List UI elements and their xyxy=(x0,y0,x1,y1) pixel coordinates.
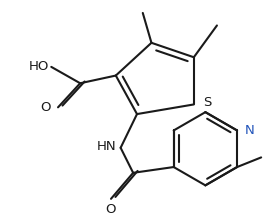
Text: HO: HO xyxy=(29,60,49,73)
Text: N: N xyxy=(245,124,255,137)
Text: O: O xyxy=(40,101,50,114)
Text: O: O xyxy=(106,203,116,216)
Text: HN: HN xyxy=(97,140,117,153)
Text: S: S xyxy=(204,96,212,109)
